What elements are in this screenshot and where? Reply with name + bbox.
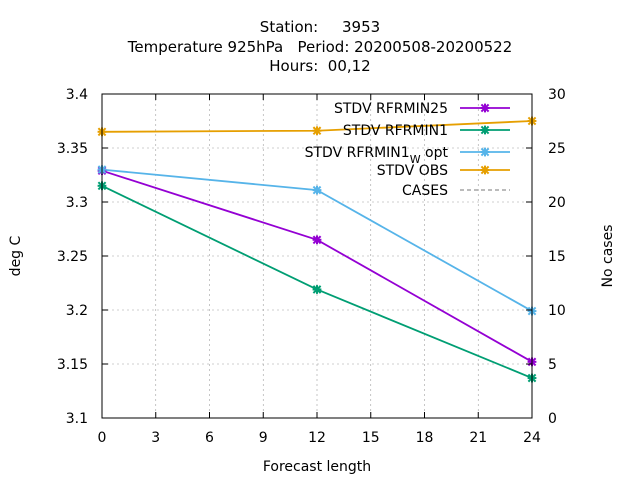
legend-marker-stdv-rfrmin25 [480, 103, 490, 113]
chart-title-line-3: Hours: 00,12 [269, 57, 371, 75]
x-tick-label: 15 [362, 430, 380, 446]
x-tick-label: 24 [523, 430, 541, 446]
x-axis-label: Forecast length [263, 459, 371, 475]
legend-marker-stdv-rfrmin1-w-opt [480, 147, 490, 157]
grid-lines [102, 94, 532, 418]
legend: STDV RFRMIN25 STDV RFRMIN1 STDV RFRMIN1W o… [305, 101, 510, 199]
legend-label-stdv-obs: STDV OBS [377, 163, 448, 179]
y2-tick-label: 20 [548, 195, 566, 211]
x-tick-label: 21 [469, 430, 487, 446]
y-tick-label: 3.15 [57, 357, 88, 373]
legend-label-stdv-rfrmin25: STDV RFRMIN25 [334, 101, 448, 117]
y-tick-label: 3.2 [66, 303, 88, 319]
data-point-stdv-rfrmin1-w-opt [312, 185, 322, 195]
y2-tick-label: 5 [548, 357, 557, 373]
legend-label-cases: CASES [402, 183, 448, 199]
data-point-stdv-rfrmin1 [312, 285, 322, 294]
x-tick-label: 18 [416, 430, 434, 446]
y-tick-label: 3.4 [66, 87, 88, 103]
legend-marker-stdv-obs [480, 165, 490, 175]
y2-tick-label: 15 [548, 249, 566, 265]
legend-label-stdv-rfrmin1: STDV RFRMIN1 [343, 123, 448, 139]
x-tick-label: 12 [308, 430, 326, 446]
x-tick-label: 0 [98, 430, 107, 446]
legend-marker-stdv-rfrmin1 [480, 125, 490, 135]
y2-axis-label: No cases [600, 225, 616, 288]
y2-tick-label: 10 [548, 303, 566, 319]
y-tick-label: 3.25 [57, 249, 88, 265]
y2-tick-label: 30 [548, 87, 566, 103]
y-axis-label: deg C [8, 235, 24, 276]
legend-label-stdv-rfrmin1-w-opt: STDV RFRMIN1W opt [305, 145, 449, 166]
y-tick-label: 3.3 [66, 195, 88, 211]
y-tick-label: 3.1 [66, 411, 88, 427]
x-tick-label: 6 [205, 430, 214, 446]
x-tick-label: 9 [259, 430, 268, 446]
y2-tick-label: 0 [548, 411, 557, 427]
y-tick-label: 3.35 [57, 141, 88, 157]
axis-ticks: 0 3 6 9 12 15 18 21 24 3.1 3.15 3.2 3.25 3.3 3.35 3.4 0 5… [57, 87, 566, 446]
data-point-stdv-obs [312, 126, 322, 136]
y2-tick-label: 25 [548, 141, 566, 157]
data-point-stdv-rfrmin25 [312, 235, 322, 245]
chart-title-line-1: Station: 3953 [259, 18, 381, 36]
x-tick-label: 3 [151, 430, 160, 446]
chart-title-line-2: Temperature 925hPa Period: 20200508-2020… [127, 38, 513, 56]
